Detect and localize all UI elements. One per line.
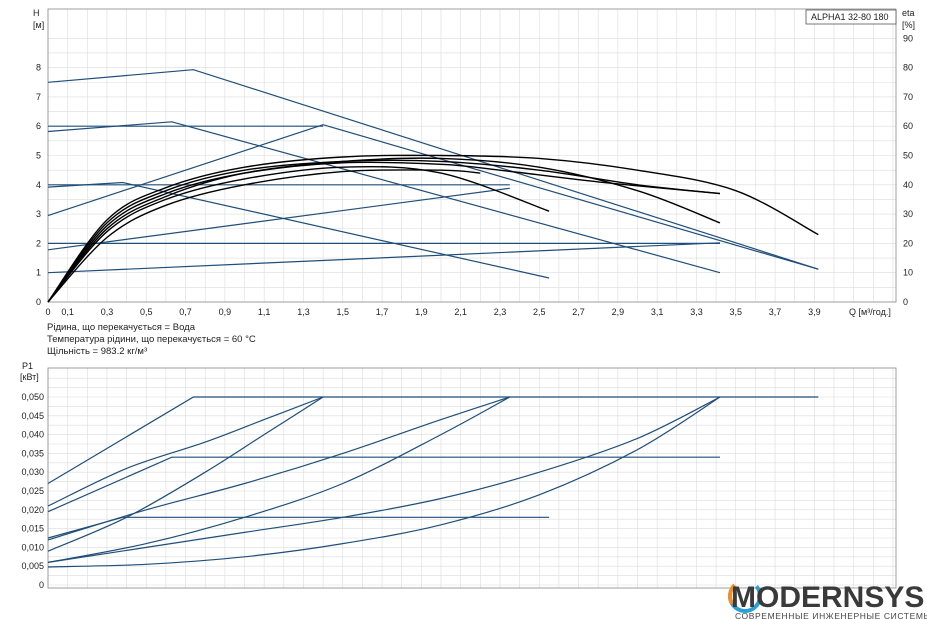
head-x-tick-label: 2,9 — [612, 307, 625, 317]
eta-axis-label: eta — [902, 8, 915, 18]
eta-y-tick-label: 30 — [903, 209, 913, 219]
power-curve — [47, 396, 721, 563]
head-x-tick-label: 1,7 — [376, 307, 389, 317]
head-y-ticks: 0 1 2 3 4 5 6 7 8 — [36, 63, 41, 307]
head-x-tick-label: 3,9 — [808, 307, 821, 317]
head-y-tick-label: 5 — [36, 151, 41, 161]
head-x-tick-label: 0 — [45, 307, 50, 317]
head-x-tick-label: 0,5 — [140, 307, 153, 317]
head-y-tick-label: 3 — [36, 209, 41, 219]
logo-tagline: СОВРЕМЕННЫЕ ИНЖЕНЕРНЫЕ СИСТЕМЫ — [735, 611, 927, 619]
power-y-tick-label: 0,050 — [21, 392, 44, 402]
modernsys-logo: MODERNSYS СОВРЕМЕННЫЕ ИНЖЕНЕРНЫЕ СИСТЕМЫ — [728, 579, 927, 619]
note-temperature: Температура рідини, що перекачується = 6… — [47, 334, 256, 345]
head-x-tick-label: 0,9 — [219, 307, 232, 317]
power-curve — [47, 516, 550, 539]
head-x-ticks: 0 0,1 0,3 0,5 0,7 0,9 1,1 1,3 1,5 1,7 1,9 2,1 2,3 2,5… — [45, 307, 820, 317]
pump-head-curve — [47, 242, 721, 274]
power-y-ticks: 0 0,005 0,010 0,015 0,020 0,025 0,030 0,035 0,04… — [21, 392, 44, 590]
efficiency-curve — [47, 165, 550, 303]
eta-axis-unit: [%] — [902, 20, 915, 30]
head-axis-label: H — [33, 8, 40, 18]
power-chart: 0 0,005 0,010 0,015 0,020 0,025 0,030 0,035 0,04… — [20, 361, 897, 590]
pump-head-curve — [47, 69, 819, 270]
head-y-tick-label: 2 — [36, 238, 41, 248]
head-x-tick-label: 2,5 — [533, 307, 546, 317]
head-y-tick-label: 8 — [36, 63, 41, 73]
power-curve — [47, 396, 324, 507]
head-x-tick-label: 0,1 — [61, 307, 74, 317]
efficiency-curve — [47, 154, 819, 303]
power-y-tick-label: 0,015 — [21, 524, 44, 534]
power-y-tick-label: 0,045 — [21, 411, 44, 421]
power-axis-label: P1 — [22, 361, 33, 371]
head-x-tick-label: 0,7 — [179, 307, 192, 317]
power-curve — [47, 396, 721, 568]
pump-model-box — [805, 9, 897, 25]
eta-y-tick-label: 70 — [903, 92, 913, 102]
pump-head-curve — [47, 121, 721, 274]
head-chart: 0 0,1 0,3 0,5 0,7 0,9 1,1 1,3 1,5 1,7 1,9 2,1 2,3 2,5… — [33, 8, 915, 357]
power-y-tick-label: 0,040 — [21, 430, 44, 440]
eta-y-tick-label: 20 — [903, 238, 913, 248]
power-series — [47, 396, 819, 568]
eta-y-tick-label: 10 — [903, 268, 913, 278]
power-y-tick-label: 0,005 — [21, 561, 44, 571]
power-curve — [47, 396, 819, 485]
head-x-tick-label: 3,5 — [729, 307, 742, 317]
head-x-tick-label: 2,7 — [572, 307, 585, 317]
power-y-tick-label: 0 — [39, 580, 44, 590]
head-x-tick-label: 3,1 — [651, 307, 664, 317]
efficiency-curve — [47, 169, 481, 303]
efficiency-curve — [47, 161, 721, 303]
head-y-tick-label: 6 — [36, 121, 41, 131]
head-x-tick-label: 1,1 — [258, 307, 271, 317]
pump-head-curve — [47, 181, 550, 279]
power-plot-frame — [47, 367, 897, 589]
logo-mark-icon — [728, 579, 762, 613]
eta-y-tick-label: 90 — [903, 33, 913, 43]
head-series — [47, 69, 819, 303]
power-curve — [47, 456, 720, 513]
head-x-tick-label: 1,5 — [336, 307, 349, 317]
note-density: Щільність = 983.2 кг/м³ — [47, 346, 147, 357]
power-y-tick-label: 0,035 — [21, 448, 44, 458]
head-axis-unit: [м] — [33, 20, 44, 30]
power-grid — [47, 368, 896, 588]
eta-y-tick-label: 60 — [903, 121, 913, 131]
power-y-tick-label: 0,030 — [21, 467, 44, 477]
head-y-tick-label: 0 — [36, 297, 41, 307]
head-x-tick-label: 2,3 — [494, 307, 507, 317]
head-x-tick-label: 3,3 — [690, 307, 703, 317]
head-x-tick-label: 2,1 — [454, 307, 467, 317]
head-y-tick-label: 7 — [36, 92, 41, 102]
logo-wordmark: MODERNSYS — [731, 581, 924, 614]
power-curve — [47, 396, 511, 563]
power-y-tick-label: 0,025 — [21, 486, 44, 496]
head-y-tick-label: 1 — [36, 268, 41, 278]
flow-axis-label: Q [м³/год.] — [849, 307, 891, 317]
note-liquid: Рідина, що перекачується = Вода — [47, 322, 196, 333]
pump-model-title: ALPHA1 32-80 180 — [811, 12, 889, 22]
eta-y-tick-label: 50 — [903, 151, 913, 161]
power-y-tick-label: 0,020 — [21, 505, 44, 515]
head-y-tick-label: 4 — [36, 180, 41, 190]
power-curve — [47, 396, 324, 552]
power-axis-unit: [кВт] — [20, 372, 39, 382]
eta-y-tick-label: 0 — [903, 297, 908, 307]
head-x-tick-label: 1,9 — [415, 307, 428, 317]
eta-y-tick-label: 40 — [903, 180, 913, 190]
head-plot-frame — [47, 8, 897, 303]
eta-y-tick-label: 80 — [903, 63, 913, 73]
head-x-tick-label: 1,3 — [297, 307, 310, 317]
pump-head-curve — [47, 187, 510, 251]
power-curve — [47, 396, 510, 541]
power-y-tick-label: 0,010 — [21, 542, 44, 552]
head-x-tick-label: 3,7 — [769, 307, 782, 317]
eta-y-ticks: 0 10 20 30 40 50 60 70 80 90 — [903, 33, 913, 307]
head-x-tick-label: 0,3 — [101, 307, 114, 317]
efficiency-curve — [47, 159, 721, 303]
